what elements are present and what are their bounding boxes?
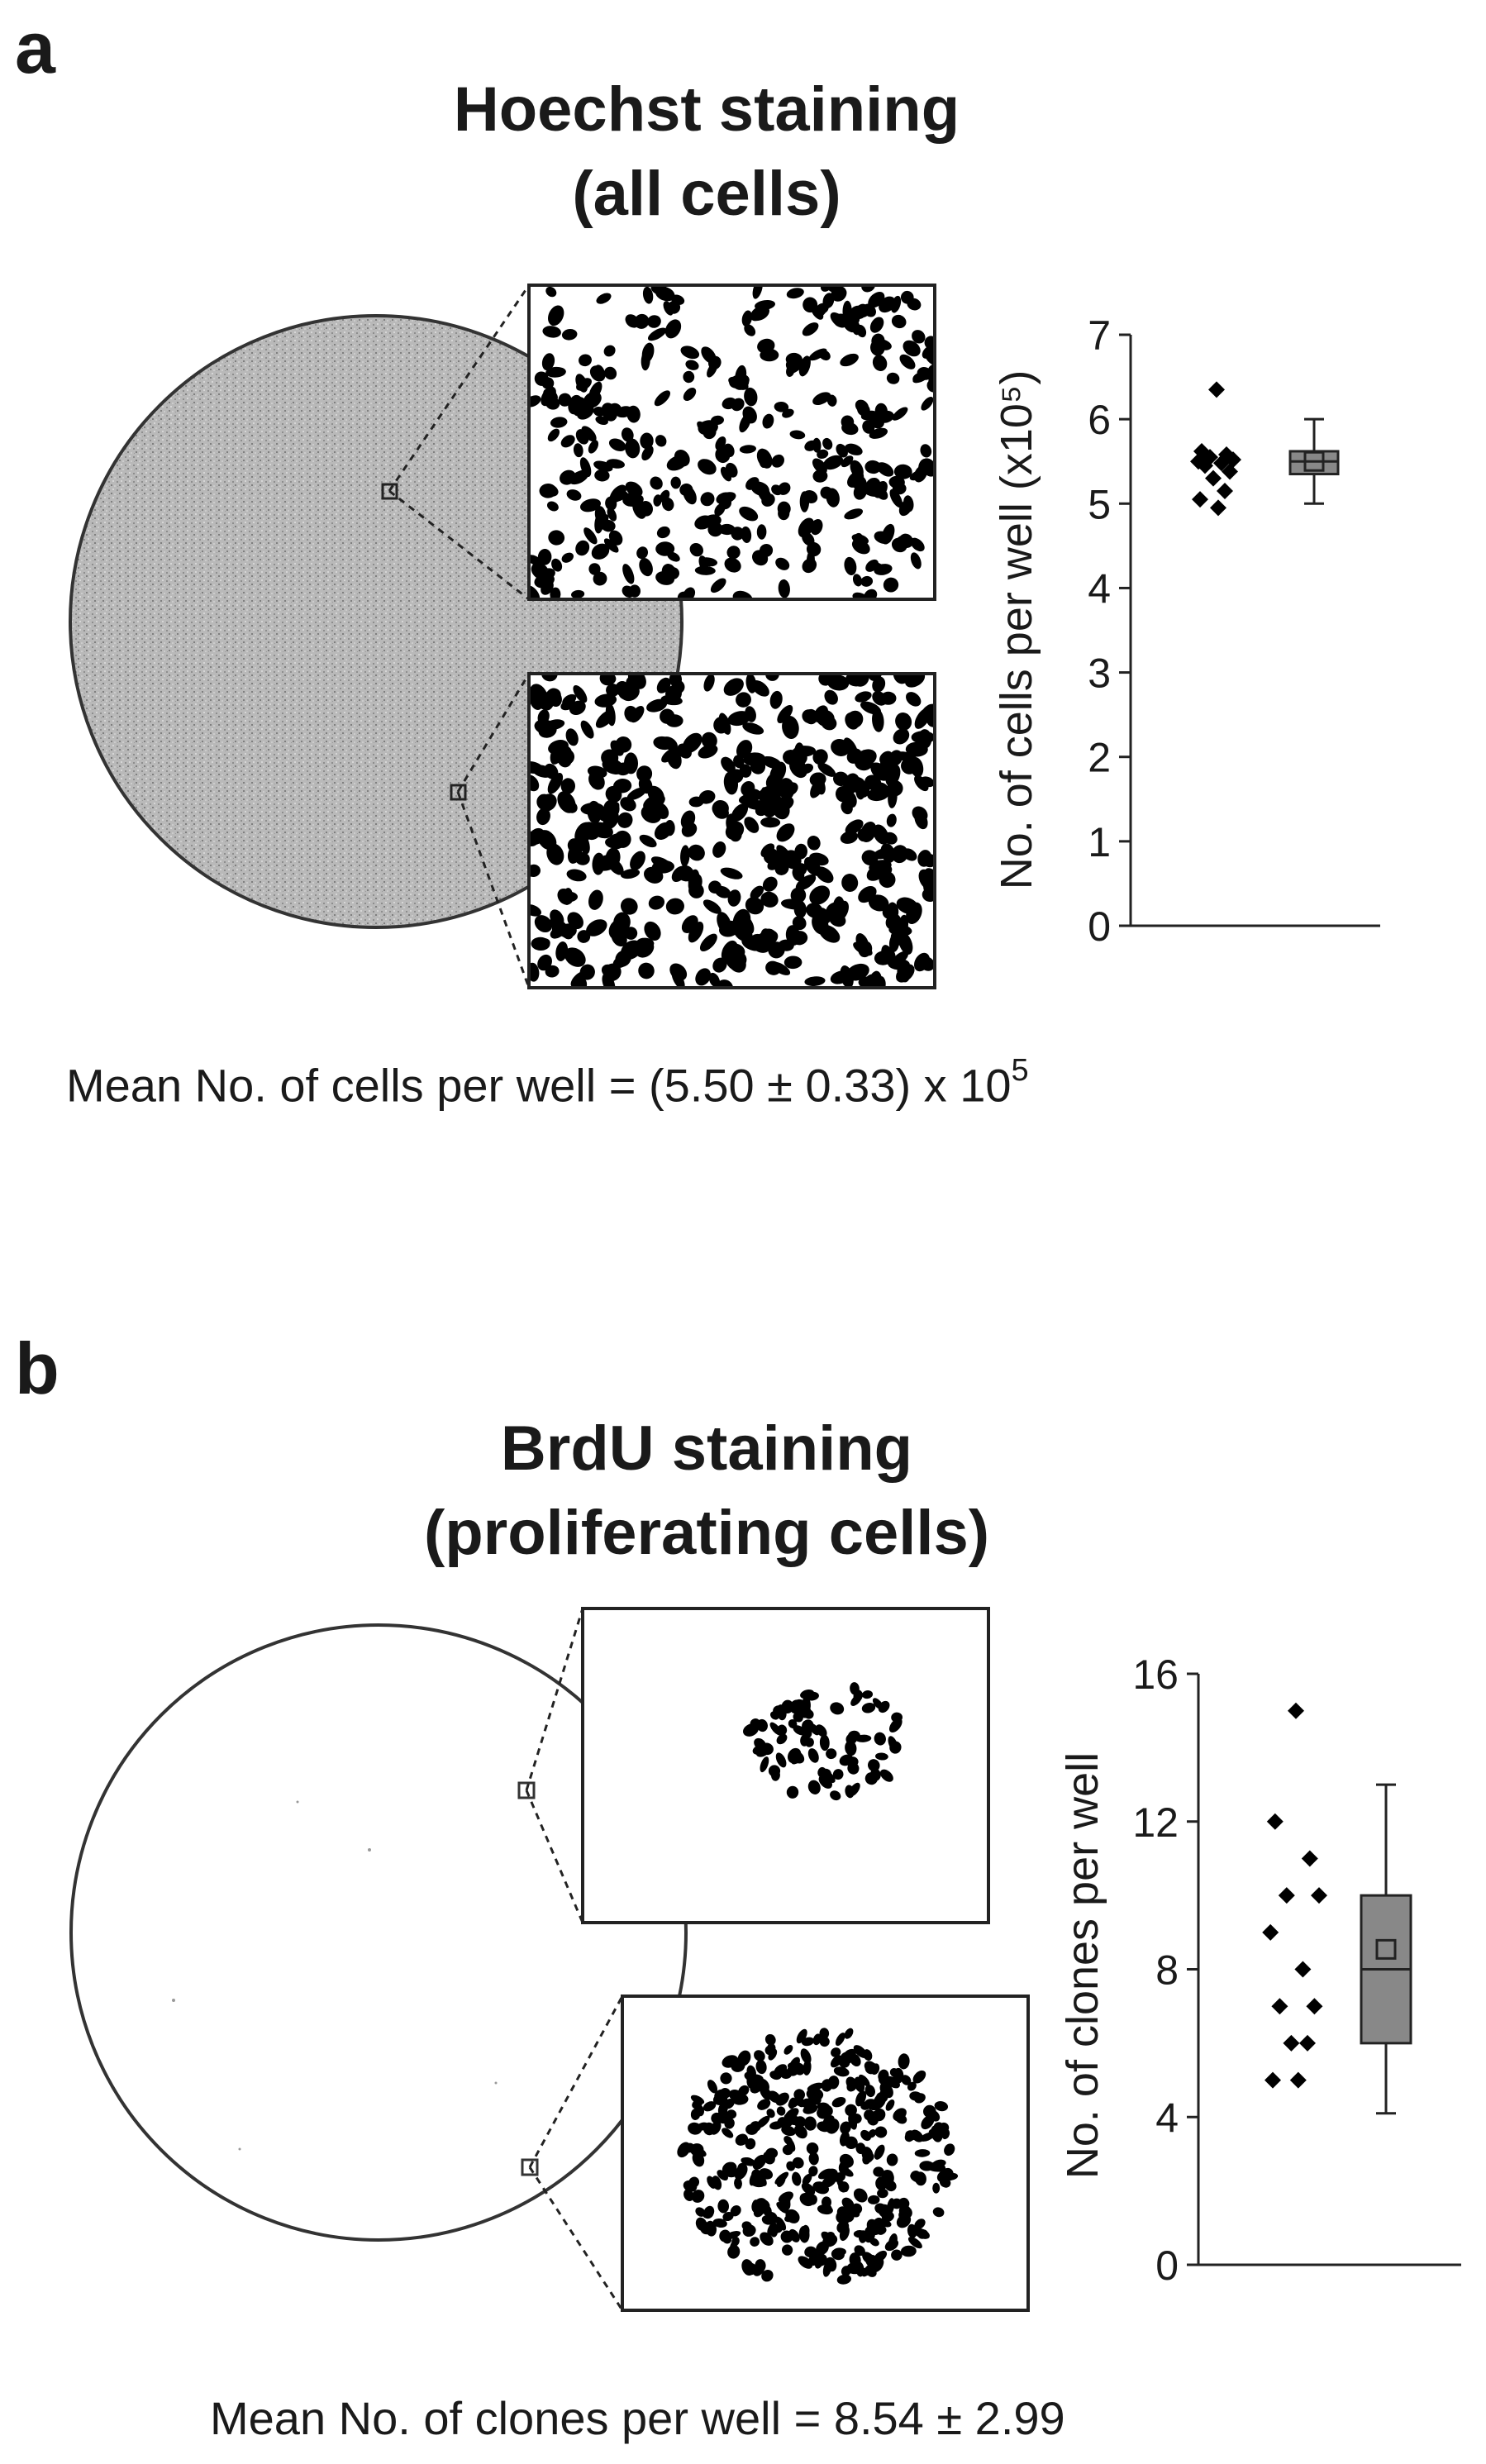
panel-a-title-line1: Hoechst staining — [453, 74, 960, 145]
y-tick-label: 0 — [1155, 2242, 1179, 2289]
panel-a-mean-exponent: 5 — [1011, 1053, 1029, 1088]
y-tick-label: 6 — [1088, 397, 1111, 443]
panel-a-title-line2: (all cells) — [572, 159, 841, 229]
panel-b-letter: b — [15, 1327, 60, 1409]
data-point — [1306, 1998, 1323, 2015]
data-point — [1278, 1887, 1295, 1904]
data-point — [1205, 469, 1222, 487]
panel-a-y-axis-label: No. of cells per well (x10⁵) — [992, 370, 1041, 890]
y-tick-label: 4 — [1155, 2095, 1179, 2141]
y-tick-label: 8 — [1155, 1947, 1179, 1994]
data-point — [1266, 1813, 1284, 1830]
data-point — [1210, 499, 1226, 517]
panel-b-roi-2 — [521, 2158, 539, 2176]
panel-b-roi-1 — [517, 1781, 536, 1799]
panel-b-well-specks — [172, 1800, 498, 2151]
y-tick-label: 0 — [1088, 903, 1111, 950]
panel-b-y-axis-label: No. of clones per well — [1058, 1752, 1107, 2179]
panel-a-inset-top-cells — [529, 285, 935, 599]
panel-b-zoom-lines — [525, 1608, 624, 2311]
data-point — [1265, 2071, 1281, 2089]
panel-b-well — [69, 1623, 688, 2242]
data-point — [1213, 455, 1230, 472]
data-point — [1197, 457, 1213, 474]
y-tick-label: 5 — [1088, 481, 1111, 527]
panel-a-title: Hoechst staining (all cells) — [0, 68, 1413, 236]
panel-a-inset-bottom-cells — [529, 674, 935, 988]
data-point — [1208, 381, 1225, 398]
panel-b-title-line1: BrdU staining — [500, 1413, 913, 1484]
panel-b-title-line2: (proliferating cells) — [423, 1498, 990, 1568]
panel-a-letter: a — [15, 7, 55, 88]
panel-b-mean: Mean No. of clones per well = 8.54 ± 2.9… — [210, 2392, 1065, 2444]
data-point — [1262, 1923, 1279, 1941]
y-tick-label: 12 — [1132, 1799, 1179, 1846]
y-tick-label: 7 — [1088, 312, 1111, 359]
data-point — [1217, 482, 1233, 499]
data-point — [1311, 1887, 1327, 1904]
y-tick-label: 1 — [1088, 819, 1111, 865]
panel-a-roi-1 — [381, 483, 398, 500]
panel-b-inset-top-cells — [743, 1682, 903, 1801]
panel-a-zoom-lines — [388, 284, 531, 989]
panel-b-chart: 0 4 8 12 16 No. of clones per well — [1058, 1651, 1461, 2289]
y-tick-label: 16 — [1132, 1651, 1179, 1698]
y-tick-label: 4 — [1088, 565, 1111, 612]
data-point — [1301, 1850, 1318, 1867]
panel-a-chart: 0 1 2 3 4 5 6 7 No. of cells per well (x10⁵) — [992, 312, 1380, 950]
data-point — [1192, 491, 1208, 508]
box-mean-marker — [1375, 1938, 1397, 1960]
data-point — [1294, 1961, 1312, 1978]
y-tick-label: 2 — [1088, 735, 1111, 781]
panel-b-title: BrdU staining (proliferating cells) — [0, 1407, 1413, 1575]
panel-a-mean-text: Mean No. of cells per well = (5.50 ± 0.3… — [66, 1059, 1012, 1112]
data-point — [1283, 2034, 1300, 2052]
data-point — [1271, 1998, 1288, 2015]
data-point — [1289, 2071, 1307, 2089]
panel-b-inset-bottom-cells — [677, 2028, 959, 2285]
panel-a-mean: Mean No. of cells per well = (5.50 ± 0.3… — [66, 1055, 1029, 1112]
y-tick-label: 3 — [1088, 651, 1111, 697]
data-point — [1222, 463, 1238, 480]
panel-a-roi-2 — [450, 784, 467, 801]
data-point — [1288, 1702, 1304, 1719]
box-mean-marker — [1303, 450, 1325, 472]
data-point — [1299, 2034, 1316, 2052]
